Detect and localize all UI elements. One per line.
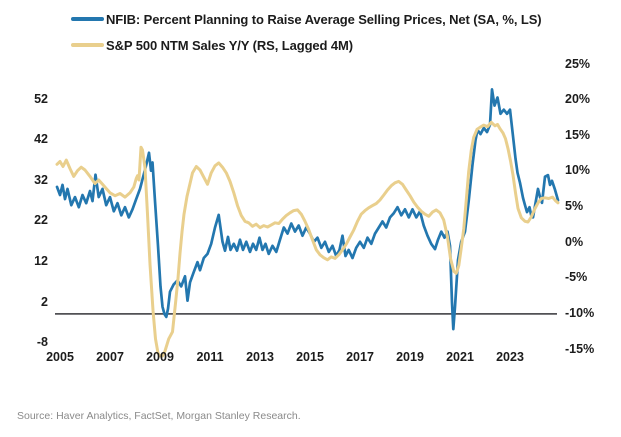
y-axis-right-tick-label: 5%: [565, 199, 584, 214]
x-axis-tick-label: 2009: [146, 350, 174, 364]
y-axis-left-tick-label: 12: [34, 254, 48, 269]
x-axis-tick-label: 2005: [46, 350, 74, 364]
y-axis-left-tick-label: 52: [34, 91, 48, 106]
nfib-line-swatch-icon: [71, 16, 104, 22]
x-axis-tick-label: 2013: [246, 350, 274, 364]
y-axis-right-tick-label: -5%: [565, 270, 588, 285]
legend: NFIB: Percent Planning to Raise Average …: [71, 6, 542, 58]
y-axis-right-tick-label: 15%: [565, 127, 591, 142]
legend-label-sales: S&P 500 NTM Sales Y/Y (RS, Lagged 4M): [106, 37, 353, 53]
x-axis-tick-label: 2023: [496, 350, 524, 364]
sales-series-line: [55, 120, 560, 358]
legend-item-sales: S&P 500 NTM Sales Y/Y (RS, Lagged 4M): [71, 32, 542, 58]
y-axis-left-tick-label: 22: [34, 213, 48, 228]
y-axis-right-tick-label: -15%: [565, 341, 595, 356]
x-axis-tick-label: 2011: [196, 350, 224, 364]
x-axis-tick-label: 2007: [96, 350, 124, 364]
y-axis-right-tick-label: 25%: [565, 56, 591, 71]
source-note: Source: Haver Analytics, FactSet, Morgan…: [17, 410, 301, 422]
y-axis-right-tick-label: 20%: [565, 92, 591, 107]
x-axis-tick-label: 2015: [296, 350, 324, 364]
y-axis-left-tick-label: -8: [36, 335, 48, 350]
y-axis-left-tick-label: 42: [34, 132, 48, 147]
sales-line-swatch-icon: [71, 42, 104, 48]
x-axis-tick-label: 2017: [346, 350, 374, 364]
y-axis-right-tick-label: 10%: [565, 163, 591, 178]
y-axis-left-tick-label: 32: [34, 172, 48, 187]
legend-item-nfib: NFIB: Percent Planning to Raise Average …: [71, 6, 542, 32]
y-axis-left-tick-label: 2: [41, 294, 48, 309]
legend-label-nfib: NFIB: Percent Planning to Raise Average …: [106, 11, 542, 27]
x-axis-tick-label: 2019: [396, 350, 424, 364]
y-axis-right-tick-label: -10%: [565, 305, 595, 320]
x-axis-tick-label: 2021: [446, 350, 474, 364]
y-axis-right-tick-label: 0%: [565, 234, 584, 249]
